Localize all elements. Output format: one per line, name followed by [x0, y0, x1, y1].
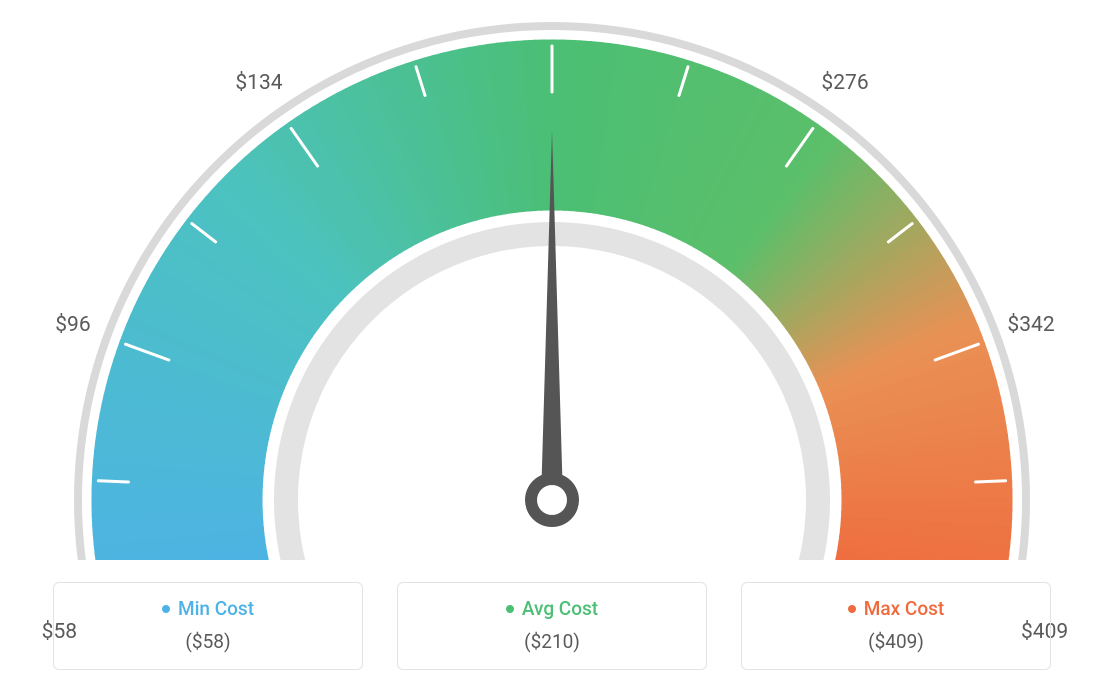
legend-dot-max — [848, 605, 856, 613]
legend-dot-min — [162, 605, 170, 613]
legend-dot-avg — [506, 605, 514, 613]
legend-card-avg: Avg Cost ($210) — [397, 582, 707, 670]
legend-value-avg: ($210) — [398, 630, 706, 653]
gauge-chart: $58$96$134$210$276$342$409 — [0, 0, 1104, 560]
legend-title-max: Max Cost — [742, 597, 1050, 620]
legend-title-min-text: Min Cost — [178, 597, 254, 620]
legend-value-min: ($58) — [54, 630, 362, 653]
gauge-tick-label: $96 — [55, 313, 90, 337]
gauge-tick-label: $134 — [235, 71, 282, 95]
legend-value-max: ($409) — [742, 630, 1050, 653]
legend-card-max: Max Cost ($409) — [741, 582, 1051, 670]
gauge-tick-label: $276 — [821, 71, 868, 95]
legend-title-max-text: Max Cost — [864, 597, 944, 620]
gauge-tick-label: $210 — [528, 0, 575, 2]
legend-row: Min Cost ($58) Avg Cost ($210) Max Cost … — [0, 582, 1104, 670]
legend-title-min: Min Cost — [54, 597, 362, 620]
gauge-tick-label: $342 — [1007, 313, 1054, 337]
legend-title-avg: Avg Cost — [398, 597, 706, 620]
legend-title-avg-text: Avg Cost — [522, 597, 598, 620]
legend-card-min: Min Cost ($58) — [53, 582, 363, 670]
gauge-svg — [0, 0, 1104, 560]
